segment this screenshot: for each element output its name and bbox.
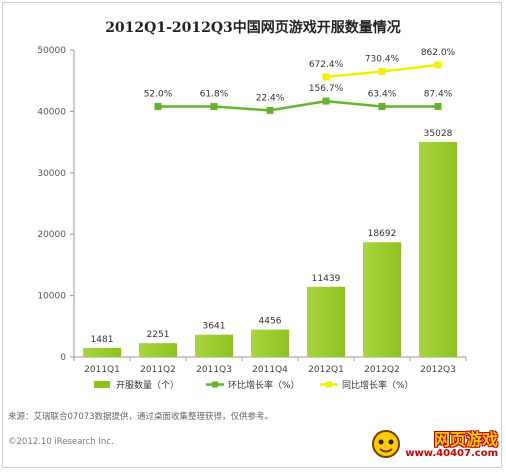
legend: 开服数量（个） 环比增长率（%） 同比增长率（%） xyxy=(94,379,414,391)
watermark: 网页游戏 www.40407.com xyxy=(360,426,500,466)
source-note: 来源：艾瑞联合07073数据提供，通过桌面收集整理获得，仅供参考。 xyxy=(8,412,274,422)
chart-axes: 0 10000 20000 30000 40000 50000 2011Q1 2011Q2 20… xyxy=(37,46,467,375)
legend-marker xyxy=(212,381,218,388)
line-marker xyxy=(322,73,330,81)
x-tick-label: 2012Q3 xyxy=(420,365,456,375)
line-series: 52.0% 61.8% 22.4% 156.7% 63.4% 87.4% 672.4% 730… xyxy=(144,48,456,114)
watermark-text: 网页游戏 xyxy=(433,430,498,449)
line-marker xyxy=(322,97,330,105)
line-data-label: 63.4% xyxy=(368,89,397,99)
rate-line xyxy=(158,99,438,112)
monkey-logo-icon xyxy=(372,430,400,458)
line-marker xyxy=(154,102,162,110)
x-tick-label: 2011Q3 xyxy=(196,365,232,375)
line-data-label: 730.4% xyxy=(365,54,400,64)
line-data-label: 156.7% xyxy=(309,84,344,94)
line-data-label: 862.0% xyxy=(421,48,456,58)
bar xyxy=(307,286,345,357)
y-tick-label: 50000 xyxy=(37,46,66,56)
line-data-label: 672.4% xyxy=(309,60,344,70)
line-marker xyxy=(266,106,274,114)
legend-label: 环比增长率（%） xyxy=(228,379,300,391)
chart-frame xyxy=(2,2,502,468)
bar xyxy=(363,242,401,357)
line-marker xyxy=(378,67,386,75)
line-marker xyxy=(434,61,442,69)
bar xyxy=(195,334,233,357)
copyright: ©2012.10 iResearch Inc. xyxy=(8,437,114,447)
bar xyxy=(139,343,177,357)
bar-data-label: 11439 xyxy=(312,274,341,284)
bar-data-label: 4456 xyxy=(259,317,282,327)
y-tick-label: 30000 xyxy=(37,169,66,179)
y-tick-label: 40000 xyxy=(37,107,66,117)
legend-marker xyxy=(326,381,332,388)
y-tick-label: 20000 xyxy=(37,230,66,240)
legend-label: 开服数量（个） xyxy=(116,379,179,391)
bar xyxy=(419,141,457,357)
x-tick-label: 2012Q1 xyxy=(308,365,344,375)
y-tick-label: 10000 xyxy=(37,292,66,302)
legend-swatch xyxy=(94,381,110,388)
bar-data-label: 18692 xyxy=(368,229,397,239)
bar-data-label: 1481 xyxy=(91,335,114,345)
line-data-label: 87.4% xyxy=(424,89,453,99)
line-data-label: 52.0% xyxy=(144,89,173,99)
line-data-label: 61.8% xyxy=(200,89,229,99)
bar xyxy=(251,329,289,357)
y-tick-label: 0 xyxy=(60,353,66,363)
line-marker xyxy=(434,102,442,110)
x-tick-label: 2011Q4 xyxy=(252,365,288,375)
legend-label: 同比增长率（%） xyxy=(342,379,414,391)
bar xyxy=(83,347,121,357)
bar-data-label: 3641 xyxy=(203,322,226,332)
line-marker xyxy=(210,102,218,110)
x-tick-label: 2012Q2 xyxy=(364,365,400,375)
bar-data-label: 2251 xyxy=(147,330,170,340)
bar-data-label: 35028 xyxy=(424,129,453,139)
bar-series: 1481 2251 3641 4456 11439 18692 35028 xyxy=(83,129,457,357)
chart-title: 2012Q1-2012Q3中国网页游戏开服数量情况 xyxy=(105,19,401,36)
watermark-url: www.40407.com xyxy=(405,448,498,459)
x-tick-label: 2011Q2 xyxy=(140,365,176,375)
line-marker xyxy=(378,102,386,110)
line-data-label: 22.4% xyxy=(256,93,285,103)
x-tick-label: 2011Q1 xyxy=(84,365,120,375)
